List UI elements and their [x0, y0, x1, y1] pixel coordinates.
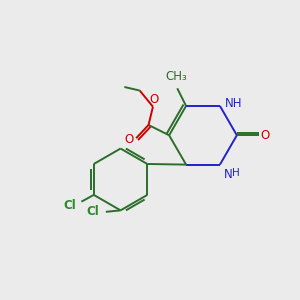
Text: N: N [224, 168, 232, 181]
Text: Cl: Cl [63, 199, 76, 212]
Text: O: O [124, 133, 134, 146]
Text: H: H [232, 168, 239, 178]
Text: NH: NH [225, 97, 243, 110]
Text: O: O [260, 129, 270, 142]
Text: Cl: Cl [87, 205, 99, 218]
Text: CH₃: CH₃ [165, 70, 187, 83]
Text: O: O [149, 92, 158, 106]
